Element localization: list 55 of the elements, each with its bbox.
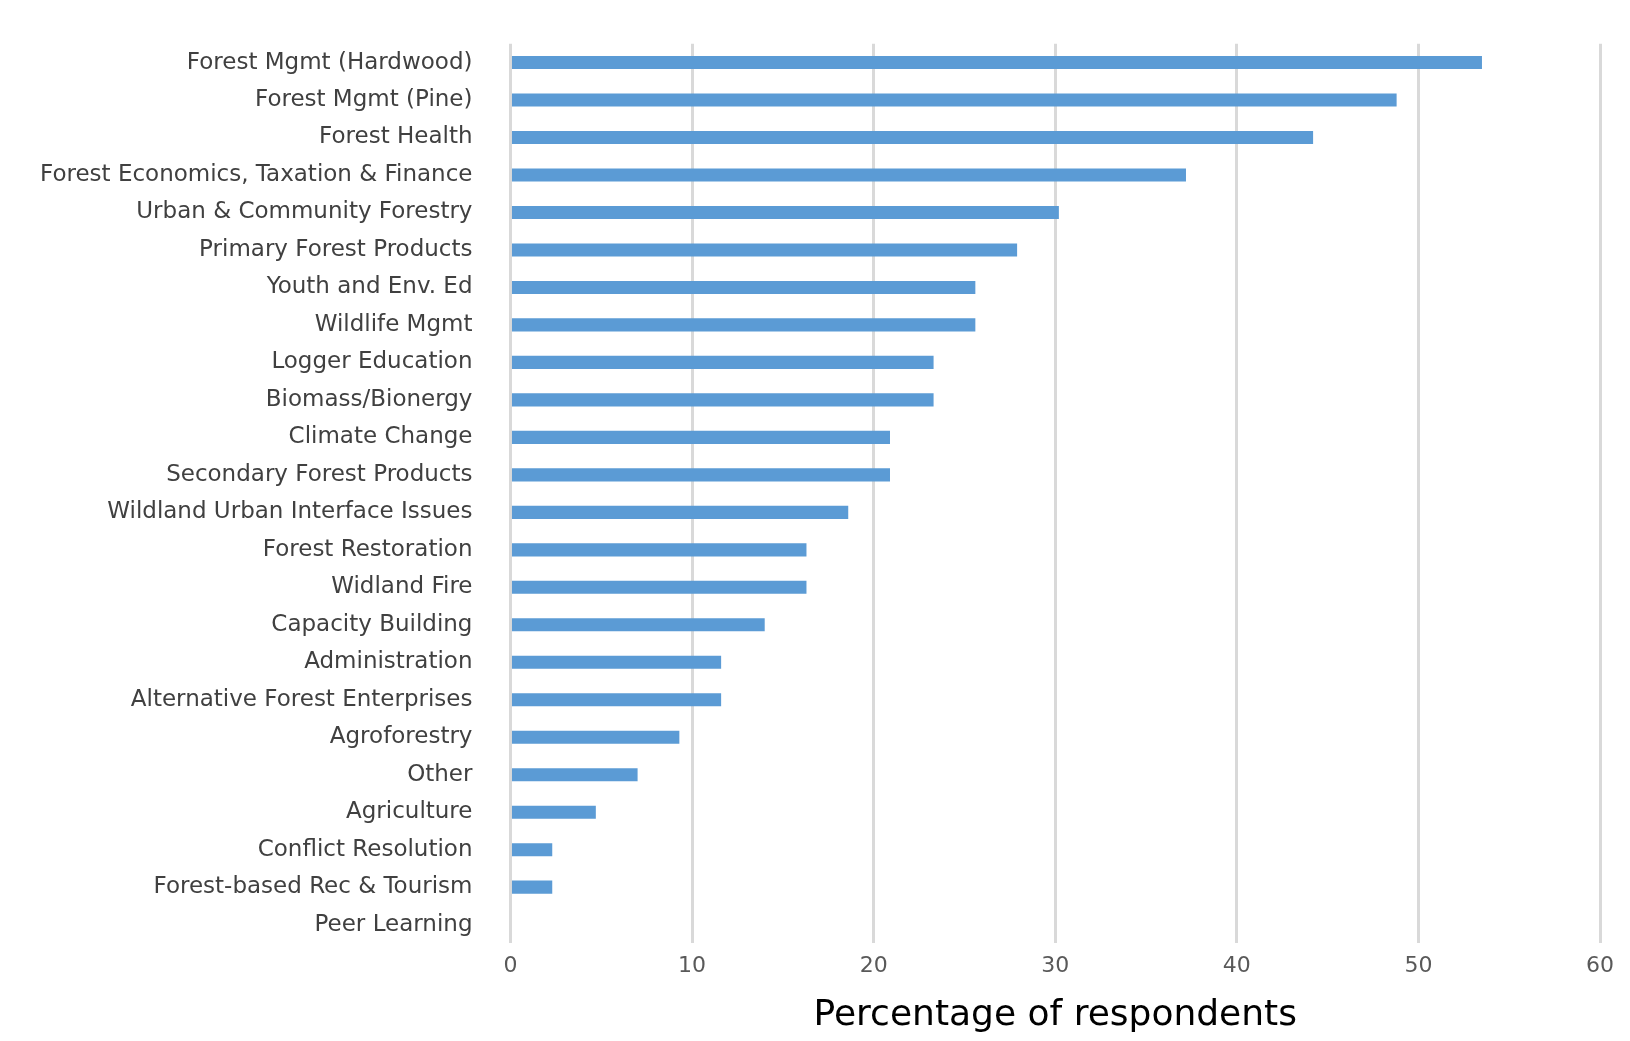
y-tick-label: Urban & Community Forestry <box>136 197 473 224</box>
y-tick-label: Forest Health <box>319 122 473 149</box>
bar <box>511 205 1059 220</box>
y-tick-label: Forest Restoration <box>262 534 473 561</box>
bar <box>511 655 722 669</box>
bar <box>511 168 1186 182</box>
y-tick-label: Wildlife Mgmt <box>314 309 473 336</box>
bar <box>511 393 934 407</box>
bar <box>511 843 553 857</box>
y-tick-label: Alternative Forest Enterprises <box>130 684 473 711</box>
y-tick-label: Biomass/Bionergy <box>265 384 473 411</box>
y-tick-label: Agriculture <box>345 797 473 824</box>
y-tick-label: Youth and Env. Ed <box>265 272 473 299</box>
y-tick-label: Forest-based Rec & Tourism <box>153 872 473 899</box>
y-tick-label: Forest Economics, Taxation & Finance <box>39 159 473 186</box>
bar <box>511 618 765 632</box>
bar <box>511 130 1314 145</box>
bar <box>511 730 680 744</box>
y-tick-label: Other <box>407 759 474 786</box>
x-tick-label: 20 <box>859 952 888 978</box>
y-tick-label: Widland Fire <box>331 572 473 599</box>
y-tick-label: Forest Mgmt (Hardwood) <box>186 47 473 74</box>
x-tick-label: 50 <box>1404 952 1433 978</box>
y-tick-label: Administration <box>304 647 473 674</box>
x-tick-label: 60 <box>1586 952 1614 978</box>
y-tick-label: Logger Education <box>271 347 473 374</box>
bar <box>511 430 890 444</box>
bar <box>511 580 807 594</box>
y-tick-label: Wildland Urban Interface Issues <box>107 497 473 524</box>
x-tick-label: 40 <box>1222 952 1251 978</box>
y-tick-label: Secondary Forest Products <box>166 459 473 486</box>
bar <box>511 280 976 294</box>
bar <box>511 93 1397 107</box>
bar <box>511 543 807 557</box>
x-tick-label: 10 <box>678 952 707 978</box>
bar <box>511 505 849 519</box>
bar <box>511 243 1018 257</box>
y-tick-label: Conflict Resolution <box>257 834 473 861</box>
bar <box>511 768 638 782</box>
bar <box>511 880 553 894</box>
bar <box>511 55 1482 70</box>
x-axis-title: Percentage of respondents <box>813 991 1297 1033</box>
y-tick-label: Agroforestry <box>329 722 473 749</box>
bar <box>511 693 722 707</box>
y-tick-label: Capacity Building <box>271 609 473 636</box>
y-tick-label: Peer Learning <box>314 909 473 936</box>
bar <box>511 318 976 332</box>
y-tick-label: Primary Forest Products <box>199 234 473 261</box>
x-tick-label: 0 <box>503 952 518 978</box>
bar <box>511 355 934 369</box>
bar <box>511 805 596 819</box>
y-tick-label: Climate Change <box>288 422 473 449</box>
y-tick-label: Forest Mgmt (Pine) <box>254 84 473 111</box>
bar <box>511 468 890 482</box>
x-tick-label: 30 <box>1041 952 1070 978</box>
